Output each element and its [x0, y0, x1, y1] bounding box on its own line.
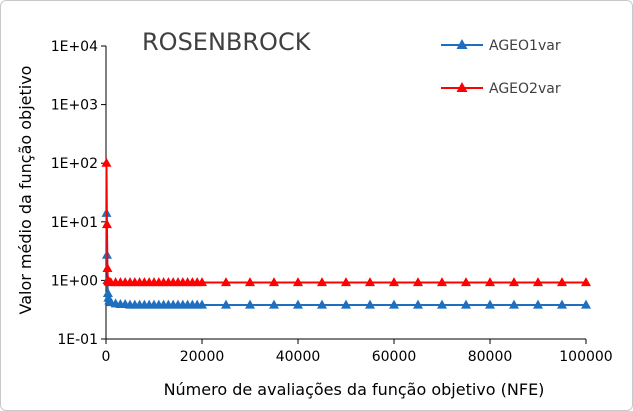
data-point-ageo1var: [245, 299, 255, 309]
data-point-ageo1var: [533, 299, 543, 309]
data-point-ageo1var: [437, 299, 447, 309]
data-point-ageo1var: [389, 299, 399, 309]
data-point-ageo1var: [197, 299, 207, 309]
y-tick-label: 1E+00: [51, 273, 98, 289]
data-point-ageo2var: [197, 277, 207, 287]
legend-marker-ageo1var: [456, 39, 468, 49]
y-tick-label: 1E-01: [57, 332, 98, 348]
legend-marker-ageo2var: [456, 82, 468, 92]
data-point-ageo1var: [557, 299, 567, 309]
x-tick-label: 20000: [180, 349, 225, 365]
x-axis-label: Número de avaliações da função objetivo …: [164, 380, 545, 399]
data-point-ageo2var: [413, 277, 423, 287]
data-point-ageo1var: [221, 299, 231, 309]
data-point-ageo2var: [389, 277, 399, 287]
x-tick-label: 60000: [372, 349, 417, 365]
data-point-ageo2var: [245, 277, 255, 287]
data-point-ageo2var: [437, 277, 447, 287]
y-tick-label: 1E+03: [51, 98, 98, 114]
data-point-ageo1var: [102, 288, 113, 298]
data-point-ageo2var: [317, 277, 327, 287]
x-tick-label: 0: [102, 349, 111, 365]
data-point-ageo1var: [341, 299, 351, 309]
data-point-ageo1var: [317, 299, 327, 309]
data-point-ageo2var: [221, 277, 231, 287]
data-point-ageo2var: [557, 277, 567, 287]
data-point-ageo2var: [341, 277, 351, 287]
data-point-ageo2var: [365, 277, 375, 287]
data-point-ageo2var: [581, 277, 591, 287]
data-point-ageo2var: [293, 277, 303, 287]
data-point-ageo2var: [101, 219, 112, 229]
data-point-ageo2var: [485, 277, 495, 287]
data-point-ageo2var: [269, 277, 279, 287]
x-tick-label: 40000: [276, 349, 321, 365]
data-point-ageo2var: [461, 277, 471, 287]
x-tick-label: 100000: [559, 349, 612, 365]
legend: AGEO1var AGEO2var: [441, 38, 561, 97]
y-axis-ticks: 1E-01 1E+00 1E+01 1E+02 1E+03 1E+04: [51, 39, 106, 348]
legend-label-ageo1var: AGEO1var: [489, 38, 561, 54]
data-point-ageo1var: [413, 299, 423, 309]
series-line-ageo2var: [105, 163, 586, 284]
chart-title: ROSENBROCK: [142, 28, 312, 56]
y-tick-label: 1E+02: [51, 156, 98, 172]
data-point-ageo1var: [485, 299, 495, 309]
data-point-ageo1var: [461, 299, 471, 309]
data-point-ageo1var: [509, 299, 519, 309]
series-group: [101, 157, 591, 309]
data-point-ageo1var: [293, 299, 303, 309]
data-point-ageo2var: [102, 263, 113, 273]
x-tick-label: 80000: [468, 349, 513, 365]
x-axis-ticks: 0 20000 40000 60000 80000 100000: [102, 339, 613, 365]
data-point-ageo2var: [533, 277, 543, 287]
data-point-ageo1var: [581, 299, 591, 309]
data-point-ageo2var: [509, 277, 519, 287]
series-line-ageo1var: [105, 213, 586, 307]
data-point-ageo1var: [365, 299, 375, 309]
y-tick-label: 1E+01: [51, 215, 98, 231]
data-point-ageo2var: [101, 157, 112, 167]
y-tick-label: 1E+04: [51, 39, 98, 55]
data-point-ageo1var: [269, 299, 279, 309]
legend-label-ageo2var: AGEO2var: [489, 81, 561, 97]
y-axis-label: Valor médio da função objetivo: [16, 66, 35, 315]
